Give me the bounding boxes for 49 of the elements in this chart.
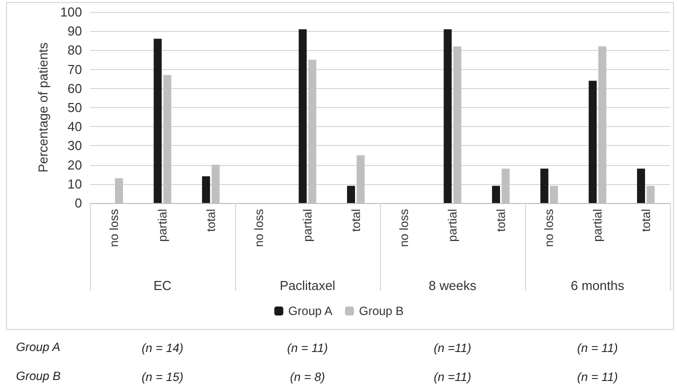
y-tick-label: 40 bbox=[68, 119, 82, 134]
y-axis-title: Percentage of patients bbox=[35, 42, 50, 173]
legend-label: Group A bbox=[288, 304, 332, 318]
x-tick-label: partial bbox=[156, 209, 170, 242]
bar bbox=[154, 38, 162, 203]
text: (n =11) bbox=[434, 341, 472, 355]
y-tick-label: 80 bbox=[68, 42, 82, 58]
text: (n = 11) bbox=[577, 370, 618, 384]
x-tick-label: total bbox=[494, 209, 508, 232]
text: (n = 11) bbox=[577, 341, 618, 355]
y-tick-label: 50 bbox=[68, 100, 82, 115]
text: (n =11) bbox=[434, 370, 472, 384]
bar bbox=[492, 186, 500, 203]
y-tick-label: 90 bbox=[68, 24, 82, 39]
bar bbox=[202, 176, 210, 203]
bar bbox=[588, 80, 597, 203]
bar bbox=[347, 186, 356, 203]
text: Group B bbox=[16, 369, 61, 383]
bar bbox=[298, 29, 307, 203]
y-tick-label: 30 bbox=[68, 138, 82, 154]
text: 8 weeks bbox=[428, 278, 477, 293]
text: 6 months bbox=[570, 278, 625, 293]
x-tick-label: partial bbox=[590, 209, 604, 242]
y-tick-label: 20 bbox=[68, 157, 82, 172]
text: (n = 11) bbox=[287, 341, 328, 355]
x-tick-label: no loss bbox=[397, 209, 412, 248]
x-tick-label: partial bbox=[446, 209, 460, 242]
x-tick-label: total bbox=[638, 209, 653, 232]
y-tick-label: 10 bbox=[68, 176, 82, 192]
text: Paclitaxel bbox=[280, 278, 336, 293]
text: (n = 8) bbox=[290, 370, 326, 384]
bar bbox=[444, 29, 452, 203]
x-tick-label: partial bbox=[300, 209, 314, 242]
y-tick-label: 100 bbox=[60, 4, 82, 20]
text: (n = 14) bbox=[142, 341, 184, 355]
y-tick-label: 0 bbox=[74, 196, 82, 210]
bar bbox=[637, 168, 646, 203]
y-tick-label: 60 bbox=[68, 80, 82, 96]
text: EC bbox=[153, 278, 172, 293]
text: (n = 15) bbox=[142, 370, 184, 384]
bar bbox=[540, 168, 548, 203]
x-tick-label: total bbox=[348, 209, 363, 232]
x-tick-label: no loss bbox=[107, 209, 122, 248]
x-tick-label: total bbox=[204, 209, 218, 232]
text: Group A bbox=[16, 340, 60, 354]
legend-label: Group B bbox=[359, 304, 404, 318]
x-tick-label: no loss bbox=[542, 209, 556, 248]
y-tick-label: 70 bbox=[68, 62, 82, 77]
x-tick-label: no loss bbox=[252, 209, 266, 248]
